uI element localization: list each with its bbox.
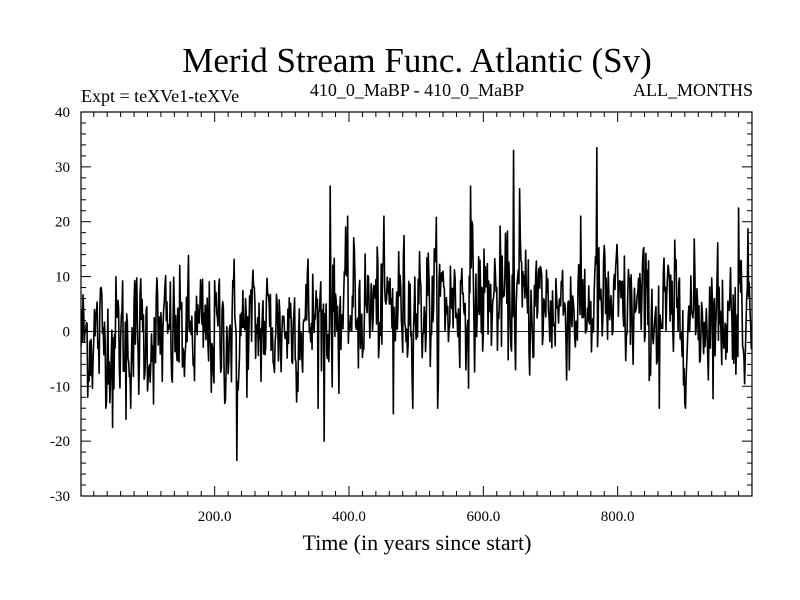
y-tick-label: 40 [55,105,70,121]
x-tick-label: 400.0 [332,509,366,525]
x-tick-label: 600.0 [466,509,500,525]
x-tick-label: 200.0 [198,509,232,525]
y-tick-label: -20 [50,434,70,450]
y-tick-label: 10 [55,270,70,286]
run-label: 410_0_MaBP - 410_0_MaBP [310,80,524,100]
chart-title: Merid Stream Func. Atlantic (Sv) [182,41,652,80]
axis-tick-labels: -30 -20 -10 0 10 20 30 40 200.0 400.0 600.0 800.0 [50,105,635,525]
plot-frame [80,111,753,497]
series-line [81,146,752,462]
y-tick-label: 20 [55,215,70,231]
x-axis-label: Time (in years since start) [303,530,532,555]
x-tick-label: 800.0 [601,509,635,525]
y-tick-label: 0 [63,324,71,340]
expt-label: Expt = teXVe1-teXVe [81,86,239,106]
y-tick-label: -10 [50,379,70,395]
y-tick-label: -30 [50,489,70,505]
period-label: ALL_MONTHS [633,80,753,100]
y-tick-label: 30 [55,160,70,176]
